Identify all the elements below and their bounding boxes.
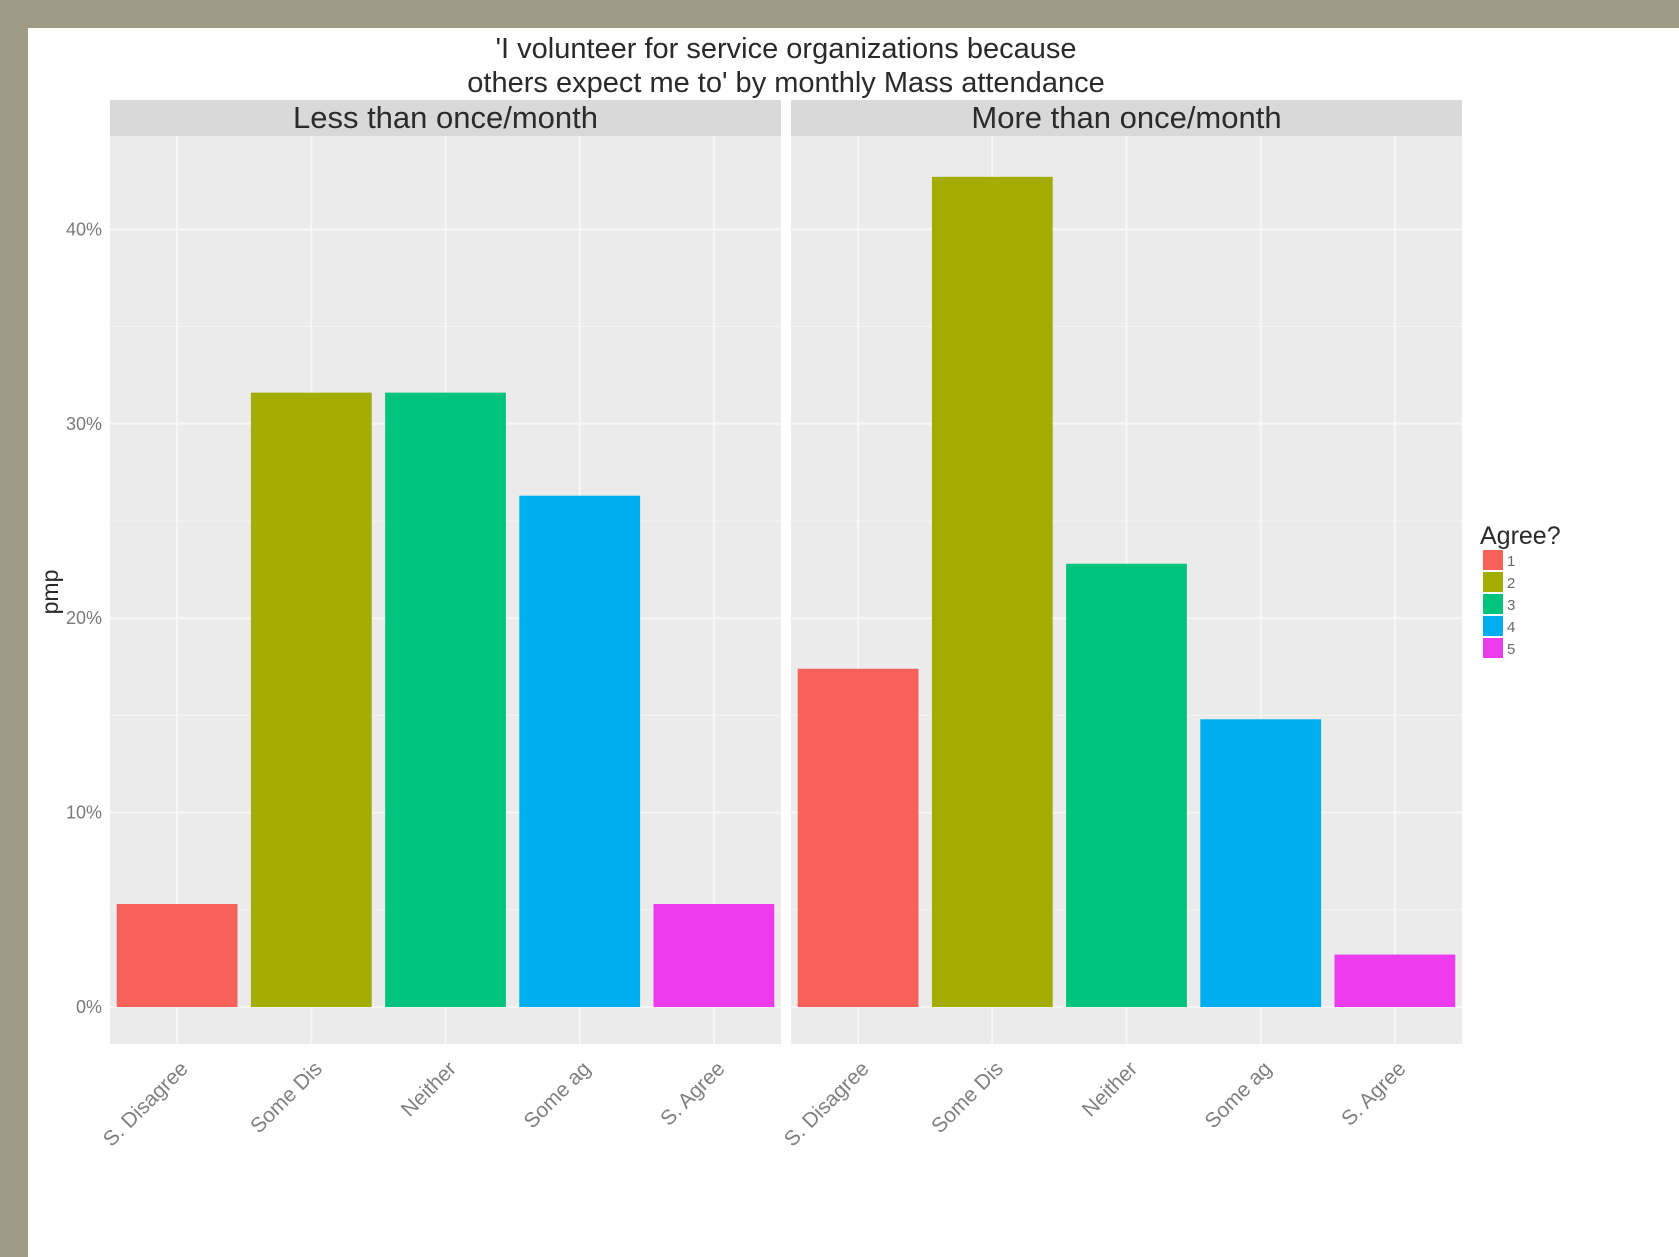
chart-title-line-2: others expect me to' by monthly Mass att… (467, 67, 1104, 99)
y-tick-label: 0% (76, 997, 102, 1017)
y-tick-label: 20% (66, 608, 102, 628)
facet-strip (110, 100, 781, 136)
chart-title-line-1: 'I volunteer for service organizations b… (495, 33, 1076, 65)
legend-key-4 (1483, 616, 1503, 636)
y-tick-label: 40% (66, 219, 102, 239)
legend-label: 3 (1507, 597, 1515, 614)
x-tick-label: Some Dis (246, 1057, 327, 1138)
facet-label: Less than once/month (293, 100, 598, 135)
bar-2-2 (931, 176, 1053, 1008)
legend-label: 4 (1507, 619, 1515, 636)
y-tick-label: 10% (66, 803, 102, 823)
legend-key-1 (1483, 550, 1503, 570)
bar-2-1 (797, 668, 919, 1008)
legend-label: 5 (1507, 641, 1515, 658)
x-tick-label: S. Disagree (99, 1057, 193, 1151)
bar-2-3 (1066, 563, 1187, 1008)
chart-card: 'I volunteer for service organizations b… (28, 28, 1679, 1257)
legend-key-2 (1483, 572, 1503, 592)
plot-area: Less than once/month S. Disagree Some Dis N… (66, 100, 1462, 1151)
bar-1-1 (116, 904, 238, 1008)
legend-label: 2 (1507, 575, 1515, 592)
x-tick-label: Neither (1078, 1057, 1142, 1121)
x-tick-label: Some ag (520, 1057, 596, 1133)
bar-2-5 (1334, 954, 1456, 1008)
x-tick-label: S. Disagree (780, 1057, 874, 1151)
legend-title: Agree? (1480, 522, 1561, 550)
bar-1-4 (519, 495, 641, 1008)
y-tick-label: 30% (66, 414, 102, 434)
bar-1-2 (250, 392, 372, 1008)
x-tick-label: Some ag (1201, 1057, 1277, 1133)
faceted-bar-chart: 'I volunteer for service organizations b… (37, 33, 1561, 1151)
legend: Agree? 1 2 3 4 5 (1480, 522, 1561, 658)
legend-key-3 (1483, 594, 1503, 614)
x-tick-label: Neither (397, 1057, 461, 1121)
legend-key-5 (1483, 638, 1503, 658)
bar-2-4 (1200, 719, 1322, 1008)
bar-1-5 (653, 904, 775, 1008)
bar-1-3 (385, 392, 506, 1008)
facet-strip (791, 100, 1462, 136)
x-tick-label: S. Agree (656, 1057, 729, 1130)
x-tick-label: S. Agree (1337, 1057, 1410, 1130)
legend-label: 1 (1507, 553, 1515, 570)
y-axis-title: pmp (37, 570, 63, 615)
facet-label: More than once/month (971, 100, 1281, 135)
x-tick-label: Some Dis (927, 1057, 1008, 1138)
